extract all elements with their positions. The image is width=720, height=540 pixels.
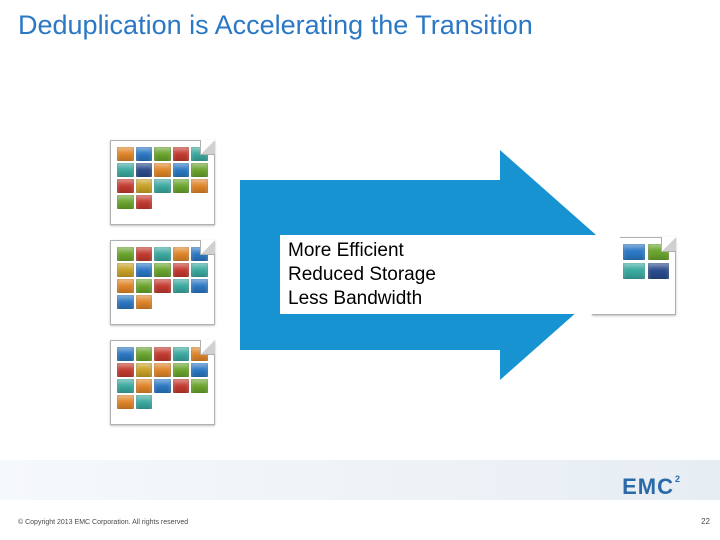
block-grid: [117, 147, 208, 218]
data-block: [191, 179, 208, 193]
data-block: [136, 347, 153, 361]
data-block: [191, 147, 208, 161]
data-block: [136, 195, 153, 209]
data-block: [136, 247, 153, 261]
arrow-line: Less Bandwidth: [288, 287, 614, 311]
data-block: [117, 179, 134, 193]
data-block: [136, 395, 153, 409]
data-block: [136, 363, 153, 377]
data-block: [154, 179, 171, 193]
data-block: [117, 379, 134, 393]
data-block: [191, 279, 208, 293]
data-block: [136, 147, 153, 161]
slide: Deduplication is Accelerating the Transi…: [0, 0, 720, 540]
input-doc: [110, 340, 215, 425]
data-block: [136, 163, 153, 177]
data-block: [154, 263, 171, 277]
data-block: [154, 347, 171, 361]
data-block: [136, 295, 153, 309]
data-block: [154, 163, 171, 177]
logo-text: EMC2: [622, 474, 680, 500]
data-block: [136, 279, 153, 293]
data-block: [173, 363, 190, 377]
data-block: [173, 279, 190, 293]
data-block: [117, 279, 134, 293]
data-block: [173, 379, 190, 393]
input-doc: [110, 240, 215, 325]
data-block: [191, 163, 208, 177]
data-block: [173, 263, 190, 277]
emc-logo: EMC2: [622, 474, 680, 500]
logo-superscript: 2: [675, 474, 681, 484]
logo-letters: EMC: [622, 474, 674, 500]
data-block: [648, 244, 669, 260]
block-grid: [117, 247, 208, 318]
data-block: [117, 295, 134, 309]
data-block: [117, 195, 134, 209]
data-block: [154, 379, 171, 393]
slide-title: Deduplication is Accelerating the Transi…: [18, 10, 533, 41]
arrow-line: Reduced Storage: [288, 263, 614, 287]
data-block: [117, 363, 134, 377]
data-block: [117, 395, 134, 409]
arrow-line: More Efficient: [288, 239, 614, 263]
block-grid: [117, 347, 208, 418]
data-block: [154, 147, 171, 161]
data-block: [623, 263, 644, 279]
input-doc: [110, 140, 215, 225]
page-number: 22: [701, 517, 710, 526]
data-block: [173, 147, 190, 161]
data-block: [648, 263, 669, 279]
footer-band: [0, 460, 720, 500]
data-block: [623, 244, 644, 260]
data-block: [191, 263, 208, 277]
data-block: [173, 163, 190, 177]
data-block: [117, 247, 134, 261]
data-block: [117, 263, 134, 277]
data-block: [191, 363, 208, 377]
data-block: [117, 347, 134, 361]
transition-arrow: More Efficient Reduced Storage Less Band…: [240, 150, 630, 380]
data-block: [154, 279, 171, 293]
data-block: [173, 347, 190, 361]
arrow-caption: More Efficient Reduced Storage Less Band…: [280, 235, 620, 314]
data-block: [191, 379, 208, 393]
data-block: [191, 347, 208, 361]
data-block: [173, 179, 190, 193]
data-block: [117, 163, 134, 177]
data-block: [136, 179, 153, 193]
data-block: [136, 263, 153, 277]
data-block: [117, 147, 134, 161]
data-block: [154, 363, 171, 377]
copyright-text: © Copyright 2013 EMC Corporation. All ri…: [18, 519, 188, 526]
data-block: [191, 247, 208, 261]
data-block: [136, 379, 153, 393]
data-block: [173, 247, 190, 261]
data-block: [154, 247, 171, 261]
